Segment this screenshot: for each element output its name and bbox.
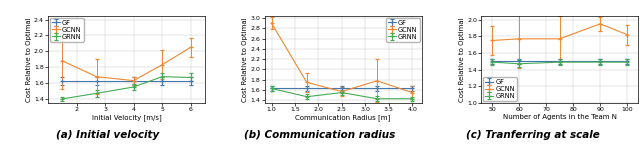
Text: (c) Tranferring at scale: (c) Tranferring at scale — [467, 130, 600, 140]
Y-axis label: Cost Relative to Optimal: Cost Relative to Optimal — [243, 17, 248, 102]
Legend: GF, GCNN, GRNN: GF, GCNN, GRNN — [50, 18, 83, 42]
Y-axis label: Cost Relative to Optimal: Cost Relative to Optimal — [26, 17, 32, 102]
X-axis label: Communication Radius [m]: Communication Radius [m] — [296, 114, 390, 121]
X-axis label: Initial Velocity [m/s]: Initial Velocity [m/s] — [92, 114, 161, 121]
Legend: GF, GCNN, GRNN: GF, GCNN, GRNN — [483, 77, 516, 101]
Text: (a) Initial velocity: (a) Initial velocity — [56, 130, 159, 140]
Text: (b) Communication radius: (b) Communication radius — [244, 130, 396, 140]
Y-axis label: Cost Relative to Optimal: Cost Relative to Optimal — [459, 17, 465, 102]
Legend: GF, GCNN, GRNN: GF, GCNN, GRNN — [386, 18, 419, 42]
X-axis label: Number of Agents in the Team N: Number of Agents in the Team N — [502, 114, 616, 120]
